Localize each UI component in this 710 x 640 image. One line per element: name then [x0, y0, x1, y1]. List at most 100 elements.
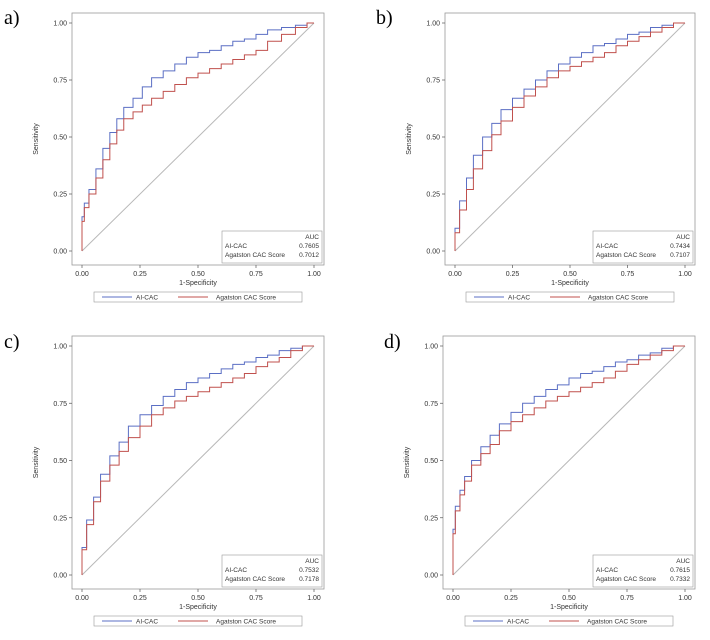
agatston-legend-label: Agatston CAC Score: [216, 294, 276, 301]
y-tick-label: 1.00: [426, 21, 440, 28]
ai-cac-roc-curve: [452, 345, 685, 575]
y-tick-label: 0.25: [53, 515, 67, 522]
auc-box: AUC AI-CAC 0.7532 Agatston CAC Score 0.7178: [221, 554, 323, 588]
y-tick-label: 0.75: [53, 78, 67, 85]
auc-header: AUC: [305, 558, 319, 565]
x-tick-label: 0.50: [191, 271, 205, 278]
auc-value: 0.7332: [670, 576, 690, 583]
auc-value: 0.7615: [670, 567, 690, 574]
y-tick-label: 0.00: [424, 573, 438, 580]
y-tick-label: 0.00: [53, 249, 67, 256]
y-tick-label: 1.00: [53, 344, 67, 351]
auc-box-frame: [221, 554, 323, 588]
auc-series-name: AI-CAC: [596, 243, 618, 250]
auc-box: AUC AI-CAC 0.7605 Agatston CAC Score 0.7012: [221, 230, 323, 264]
auc-box: AUC AI-CAC 0.7615 Agatston CAC Score 0.7332: [592, 554, 694, 588]
auc-series-name: Agatston CAC Score: [225, 252, 285, 259]
x-axis-title: 1-Specificity: [179, 280, 217, 287]
auc-series-name: Agatston CAC Score: [596, 576, 656, 583]
reference-diagonal: [81, 345, 315, 576]
panel-label: a): [4, 7, 20, 29]
x-tick-label: 0.25: [506, 271, 520, 278]
reference-diagonal: [81, 22, 315, 252]
x-tick-label: 0.75: [621, 271, 635, 278]
y-tick-label: 0.75: [426, 78, 440, 85]
auc-series-name: AI-CAC: [596, 567, 618, 574]
y-axis-title: Sensitivity: [404, 446, 411, 478]
x-tick-label: 0.00: [75, 271, 89, 278]
legend: AI-CAC Agatston CAC Score: [464, 615, 674, 627]
y-tick-label: 0.50: [426, 135, 440, 142]
auc-value: 0.7012: [299, 252, 319, 259]
x-tick-label: 0.25: [133, 271, 147, 278]
agatston-legend-label: Agatston CAC Score: [587, 618, 647, 625]
x-axis-title: 1-Specificity: [551, 280, 589, 287]
auc-header: AUC: [305, 234, 319, 241]
legend: AI-CAC Agatston CAC Score: [93, 615, 303, 627]
auc-series-name: AI-CAC: [225, 243, 247, 250]
y-axis-title: Sensitivity: [33, 446, 40, 478]
roc-panel-4: d) 0.00 0.25 0.50 0.75 1.00 0.00 0.25 0.50 0.75 1.…: [384, 331, 696, 627]
auc-value: 0.7178: [299, 576, 319, 583]
y-tick-label: 0.25: [53, 192, 67, 199]
x-tick-label: 0.25: [133, 595, 147, 602]
auc-series-name: Agatston CAC Score: [225, 576, 285, 583]
auc-value: 0.7107: [670, 252, 690, 259]
agatston-legend-label: Agatston CAC Score: [216, 618, 276, 625]
y-tick-label: 0.75: [53, 401, 67, 408]
x-tick-label: 0.50: [191, 595, 205, 602]
y-tick-label: 0.00: [53, 573, 67, 580]
y-tick-label: 0.50: [53, 458, 67, 465]
panel-label: d): [384, 331, 401, 353]
agatston-roc-curve: [81, 345, 314, 575]
roc-panel-3: c) 0.00 0.25 0.50 0.75 1.00 0.00 0.25 0.50 0.75 1.…: [4, 331, 325, 627]
agatston-roc-curve: [452, 345, 685, 575]
auc-value: 0.7605: [299, 243, 319, 250]
agatston-legend-label: Agatston CAC Score: [588, 294, 648, 301]
y-tick-label: 0.75: [424, 401, 438, 408]
auc-series-name: Agatston CAC Score: [596, 252, 656, 259]
y-axis-title: Sensitivity: [33, 123, 40, 155]
reference-diagonal: [452, 345, 686, 576]
ai-cac-legend-label: AI-CAC: [136, 618, 158, 625]
x-tick-label: 1.00: [678, 595, 692, 602]
legend: AI-CAC Agatston CAC Score: [465, 291, 675, 303]
x-tick-label: 0.75: [249, 271, 263, 278]
x-tick-label: 0.00: [448, 271, 462, 278]
roc-panel-2: b) 0.00 0.25 0.50 0.75 1.00 0.00 0.25 0.50 0.75 1.…: [376, 7, 696, 303]
y-tick-label: 0.50: [424, 458, 438, 465]
auc-box-frame: [592, 554, 694, 588]
x-tick-label: 0.75: [620, 595, 634, 602]
auc-header: AUC: [676, 558, 690, 565]
reference-diagonal: [454, 22, 686, 252]
auc-box-frame: [592, 230, 694, 264]
y-tick-label: 0.25: [424, 515, 438, 522]
x-tick-label: 0.50: [563, 271, 577, 278]
x-tick-label: 0.00: [446, 595, 460, 602]
legend: AI-CAC Agatston CAC Score: [93, 291, 303, 303]
x-axis-title: 1-Specificity: [550, 604, 588, 611]
y-tick-label: 1.00: [424, 344, 438, 351]
y-tick-label: 0.25: [426, 192, 440, 199]
roc-panel-1: a) 0.00 0.25 0.50 0.75 1.00 0.00 0.25 0.50 0.75 1.…: [4, 7, 325, 303]
auc-box-frame: [221, 230, 323, 264]
ai-cac-roc-curve: [81, 345, 314, 575]
ai-cac-legend-label: AI-CAC: [508, 294, 530, 301]
x-tick-label: 0.75: [249, 595, 263, 602]
x-tick-label: 0.25: [504, 595, 518, 602]
agatston-roc-curve: [81, 22, 314, 251]
auc-value: 0.7532: [299, 567, 319, 574]
auc-value: 0.7434: [670, 243, 690, 250]
ai-cac-legend-label: AI-CAC: [507, 618, 529, 625]
x-tick-label: 1.00: [307, 595, 321, 602]
ai-cac-legend-label: AI-CAC: [136, 294, 158, 301]
x-tick-label: 0.50: [562, 595, 576, 602]
y-tick-label: 0.00: [426, 249, 440, 256]
y-tick-label: 1.00: [53, 21, 67, 28]
x-tick-label: 1.00: [678, 271, 692, 278]
auc-header: AUC: [676, 234, 690, 241]
panel-label: c): [4, 331, 20, 353]
x-axis-title: 1-Specificity: [179, 604, 217, 611]
panel-label: b): [376, 7, 393, 29]
